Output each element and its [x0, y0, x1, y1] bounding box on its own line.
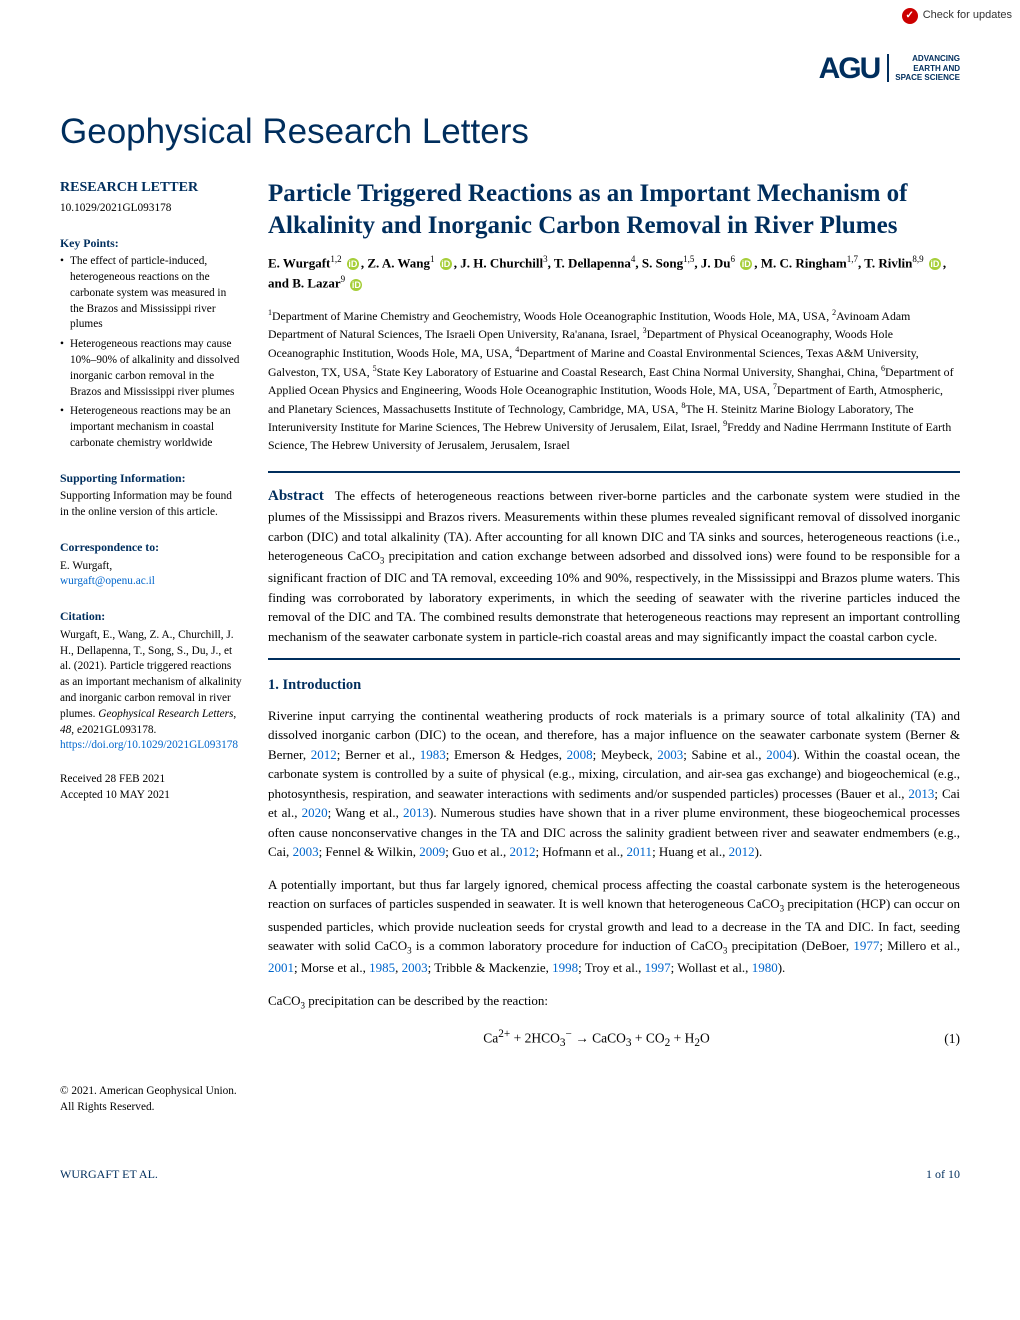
accepted-date: Accepted 10 MAY 2021	[60, 788, 242, 804]
citation-text: Wurgaft, E., Wang, Z. A., Churchill, J. …	[60, 628, 242, 755]
article-title: Particle Triggered Reactions as an Impor…	[268, 178, 960, 241]
copyright-line-1: © 2021. American Geophysical Union.	[60, 1084, 242, 1100]
keypoint-item: Heterogeneous reactions may be an import…	[60, 404, 242, 451]
divider	[268, 658, 960, 660]
correspondence-email[interactable]: wurgaft@openu.ac.il	[60, 575, 155, 587]
keypoint-item: The effect of particle-induced, heteroge…	[60, 254, 242, 333]
page-footer: WURGAFT ET AL. 1 of 10	[0, 1155, 1020, 1213]
affiliations: 1Department of Marine Chemistry and Geoc…	[268, 307, 960, 455]
copyright-line-2: All Rights Reserved.	[60, 1100, 242, 1116]
correspondence-heading: Correspondence to:	[60, 539, 242, 556]
authors-line: E. Wurgaft1,2 iD, Z. A. Wang1 iD, J. H. …	[268, 253, 960, 294]
received-date: Received 28 FEB 2021	[60, 772, 242, 788]
abstract-text: The effects of heterogeneous reactions b…	[268, 488, 960, 644]
equation-number: (1)	[925, 1029, 960, 1049]
footer-page: 1 of 10	[926, 1165, 960, 1183]
citation-doi-link[interactable]: https://doi.org/10.1029/2021GL093178	[60, 739, 238, 751]
agu-tagline: ADVANCING EARTH AND SPACE SCIENCE	[887, 54, 960, 82]
check-updates-link[interactable]: ✓ Check for updates	[902, 7, 1012, 24]
doi: 10.1029/2021GL093178	[60, 201, 242, 217]
sidebar: RESEARCH LETTER 10.1029/2021GL093178 Key…	[60, 178, 242, 1115]
correspondence-name: E. Wurgaft,	[60, 559, 242, 575]
intro-heading: 1. Introduction	[268, 675, 960, 697]
journal-title: Geophysical Research Letters	[60, 106, 960, 159]
citation-heading: Citation:	[60, 608, 242, 625]
keypoint-item: Heterogeneous reactions may cause 10%–90…	[60, 337, 242, 400]
body-paragraph: Riverine input carrying the continental …	[268, 706, 960, 862]
publisher-logo: AGU ADVANCING EARTH AND SPACE SCIENCE	[0, 28, 1020, 101]
body-paragraph: CaCO3 precipitation can be described by …	[268, 991, 960, 1013]
abstract-label: Abstract	[268, 488, 324, 504]
top-bar: ✓ Check for updates	[0, 0, 1020, 28]
keypoints-heading: Key Points:	[60, 235, 242, 252]
abstract-block: Abstract The effects of heterogeneous re…	[268, 485, 960, 647]
check-updates-label: Check for updates	[923, 7, 1012, 24]
equation-row: Ca2+ + 2HCO3− → CaCO3 + CO2 + H2O (1)	[268, 1026, 960, 1052]
article-type: RESEARCH LETTER	[60, 178, 242, 198]
supporting-heading: Supporting Information:	[60, 470, 242, 487]
crossmark-icon: ✓	[902, 8, 918, 24]
supporting-text: Supporting Information may be found in t…	[60, 489, 242, 521]
footer-author: WURGAFT ET AL.	[60, 1165, 158, 1183]
main-content: Particle Triggered Reactions as an Impor…	[268, 178, 960, 1115]
journal-title-block: Geophysical Research Letters	[0, 101, 1020, 179]
agu-mark: AGU	[819, 46, 880, 91]
equation: Ca2+ + 2HCO3− → CaCO3 + CO2 + H2O	[268, 1026, 925, 1052]
divider	[268, 471, 960, 473]
body-paragraph: A potentially important, but thus far la…	[268, 875, 960, 978]
keypoints-list: The effect of particle-induced, heteroge…	[60, 254, 242, 452]
